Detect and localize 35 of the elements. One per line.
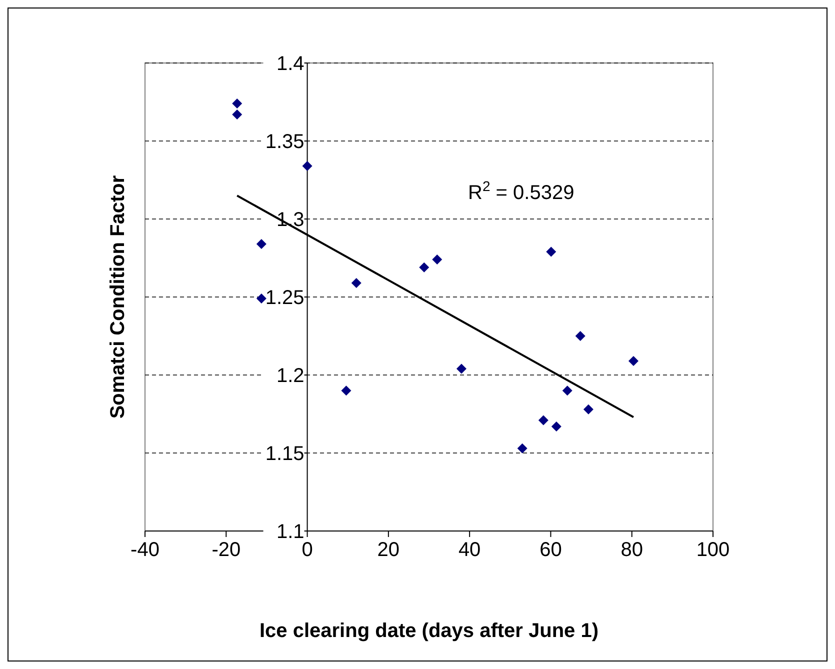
point [628, 356, 638, 366]
y-tick-label: 1.4 [276, 53, 304, 75]
annotation: R$^{2}$ = 0.5329 [468, 178, 574, 204]
y-tick-label: 1.15 [265, 443, 304, 465]
y-tick-label: 1.2 [276, 365, 304, 387]
x-tick-label: 60 [540, 539, 562, 561]
point [562, 386, 572, 396]
point [583, 404, 594, 414]
y-tick-label: 1.35 [265, 131, 304, 153]
point [546, 246, 556, 257]
point [232, 109, 242, 120]
point [302, 160, 312, 171]
point [256, 238, 266, 249]
x-tick-label: 20 [377, 539, 400, 561]
x-tick-label: -20 [212, 539, 241, 561]
x-tick-label: 100 [696, 539, 730, 561]
point [256, 294, 266, 304]
point [419, 262, 430, 272]
x-tick-label: 80 [620, 539, 643, 561]
point [517, 443, 528, 454]
point [232, 98, 242, 109]
point [351, 278, 362, 288]
y-tick-label: 1.1 [276, 521, 304, 543]
x-tick-label: -40 [130, 539, 160, 561]
point [456, 364, 466, 374]
y-tick-label: 1.25 [265, 287, 304, 309]
y-axis-title: Somatci Condition Factor [107, 175, 129, 419]
point [432, 254, 442, 265]
point [551, 421, 562, 432]
point [538, 415, 548, 426]
x-tick-label: 40 [458, 539, 481, 561]
point [575, 331, 586, 341]
x-axis-title: Ice clearing date (days after June 1) [259, 620, 599, 642]
point [341, 386, 352, 396]
x-tick-label: 0 [302, 539, 313, 561]
